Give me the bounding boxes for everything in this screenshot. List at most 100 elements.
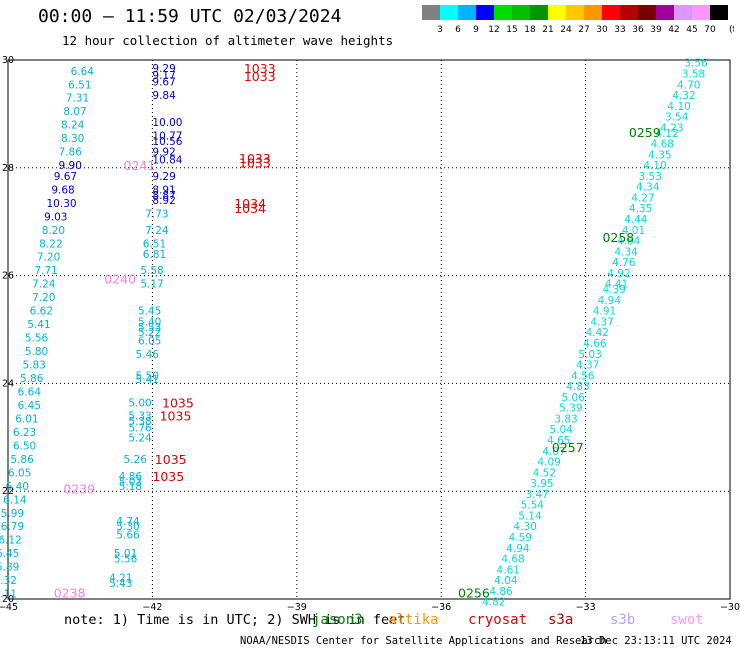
wave-height-value: 4.86	[489, 586, 513, 598]
wave-height-value: 5.14	[518, 510, 542, 522]
legend-swatch	[692, 5, 710, 20]
page-title: 00:00 — 11:59 UTC 02/03/2024	[38, 6, 342, 27]
satellite-s3a-label: s3a	[548, 612, 574, 628]
wave-height-value: 7.20	[32, 292, 55, 304]
wave-height-value: 9.29	[152, 171, 175, 183]
legend-tick-label: 70	[704, 25, 716, 35]
legend-tick-label: 39	[650, 25, 662, 35]
wave-height-value: 4.92	[607, 268, 630, 280]
legend-swatch	[566, 5, 584, 20]
wave-height-value: 5.56	[114, 554, 138, 566]
wave-height-value: 5.24	[128, 432, 152, 444]
wave-height-value: 5.53	[138, 322, 161, 334]
wave-height-value: 4.68	[651, 139, 674, 151]
wave-height-value: 5.03	[119, 476, 142, 488]
wave-height-value: 8.92	[152, 195, 175, 207]
x-tick-label: −45	[0, 602, 18, 613]
wave-height-value: 5.46	[136, 349, 160, 361]
wave-height-value: 7.86	[59, 147, 83, 159]
wave-height-value: 4.35	[648, 149, 671, 161]
wave-height-value: 6.51	[68, 79, 91, 91]
wave-height-value: 7.31	[66, 93, 89, 105]
wave-height-value: 5.58	[140, 265, 163, 277]
wave-height-value: 4.94	[506, 543, 530, 555]
wave-height-value: 4.12	[655, 128, 678, 140]
wave-height-value: 10.77	[152, 130, 182, 142]
wave-height-value: 3.83	[554, 413, 577, 425]
pass-time-label: 1033	[239, 155, 271, 170]
wave-height-value: 9.67	[152, 77, 175, 89]
wave-height-value: 5.89	[0, 562, 19, 574]
legend-tick-label: 15	[506, 25, 517, 35]
wave-height-value: 5.32	[0, 575, 17, 587]
pass-time-label: 1033	[239, 151, 271, 166]
wave-height-value: 4.10	[667, 101, 690, 113]
wave-height-value: 9.67	[54, 171, 77, 183]
legend-swatch	[476, 5, 494, 20]
wave-height-value: 5.83	[22, 360, 45, 372]
wave-height-value: 6.11	[0, 589, 17, 601]
pass-time-label: 0256	[458, 586, 490, 601]
pass-time-label: 0259	[629, 125, 661, 140]
wave-height-value: 4.39	[602, 284, 625, 296]
pass-time-label: 0240	[104, 271, 136, 286]
wave-height-value: 9.03	[44, 211, 67, 223]
wave-height-value: 4.10	[643, 160, 666, 172]
wave-height-value: 8.24	[61, 120, 85, 132]
wave-height-value: 4.61	[497, 564, 520, 576]
wave-height-value: 6.01	[15, 413, 38, 425]
wave-height-value: 5.01	[114, 548, 137, 560]
wave-height-value: 4.84	[617, 236, 641, 248]
note-bar: note: 1) Time is in UTC; 2) SWH is in fe…	[0, 612, 740, 632]
wave-height-value: 3.53	[639, 171, 662, 183]
wave-height-value: 4.35	[629, 203, 652, 215]
wave-height-value: 9.29	[152, 63, 175, 75]
wave-height-value: 7.20	[37, 252, 60, 264]
wave-height-value: 5.40	[138, 316, 161, 328]
note-text: note: 1) Time is in UTC; 2) SWH is in fe…	[64, 612, 406, 628]
wave-height-value: 5.86	[10, 454, 34, 466]
page-subtitle: 12 hour collection of altimeter wave hei…	[62, 33, 394, 48]
wave-height-value: 8.07	[63, 106, 86, 118]
wave-height-value: 9.92	[152, 147, 175, 159]
legend-tick-label: 3	[437, 25, 443, 35]
wave-height-value: 3.56	[684, 58, 708, 70]
wave-height-value: 4.56	[571, 370, 595, 382]
legend-tick-label: 36	[632, 25, 644, 35]
wave-height-value: 4.32	[672, 90, 695, 102]
pass-time-label: 0239	[63, 482, 95, 497]
legend-swatch	[548, 5, 566, 20]
legend-tick-label: 24	[560, 25, 572, 35]
satellite-s3b-label: s3b	[610, 612, 636, 628]
y-tick-label: 24	[2, 378, 14, 389]
wave-height-value: 6.14	[3, 494, 27, 506]
wave-height-value: 8.30	[61, 133, 84, 145]
wave-height-value: 5.76	[128, 423, 152, 435]
wave-height-value: 5.66	[116, 529, 140, 541]
pass-time-label: 1034	[234, 201, 266, 216]
satellite-swot-label: swot	[670, 612, 704, 628]
wave-height-value: 5.99	[1, 508, 24, 520]
y-tick-label: 22	[2, 486, 14, 497]
wave-height-value: 5.43	[109, 578, 132, 590]
wave-height-value: 10.56	[152, 136, 182, 148]
wave-height-value: 5.22	[138, 327, 161, 339]
pass-time-label: 0257	[552, 440, 584, 455]
wave-height-value: 4.37	[590, 316, 613, 328]
wave-height-value: 3.54	[665, 112, 689, 124]
wave-height-value: 7.24	[145, 225, 169, 237]
wave-height-value: 4.86	[119, 471, 143, 483]
legend-tick-label: 27	[578, 25, 589, 35]
legend-tick-label: 45	[686, 25, 697, 35]
wave-height-value: 5.04	[550, 424, 574, 436]
pass-time-label: 1035	[160, 409, 192, 424]
legend-tick-label: 30	[596, 25, 608, 35]
legend-tick-label: 6	[455, 25, 461, 35]
wave-height-value: 5.17	[140, 279, 163, 291]
wave-height-value: 6.50	[13, 440, 36, 452]
y-tick-label: 20	[2, 594, 14, 605]
wave-height-value: 5.33	[128, 411, 151, 423]
wave-height-value: 4.76	[612, 257, 636, 269]
wave-height-value: 5.50	[136, 370, 159, 382]
